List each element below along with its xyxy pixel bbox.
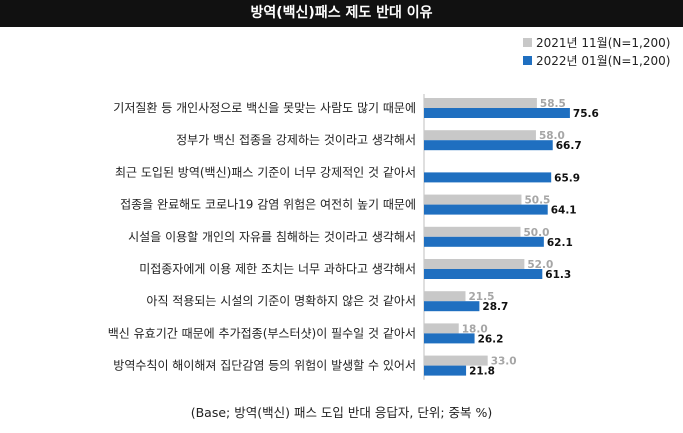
bar-2022-01	[424, 108, 570, 118]
value-label-2022-01: 28.7	[482, 301, 508, 313]
bar-2022-01	[424, 140, 553, 151]
value-label-2021-11: 50.5	[524, 195, 550, 207]
bar-2021-11	[424, 226, 521, 237]
value-label-2022-01: 21.8	[469, 366, 495, 378]
footnote: (Base; 방역(백신) 패스 도입 반대 응답자, 단위; 중복 %)	[190, 405, 493, 420]
bar-2022-01	[424, 269, 543, 279]
category-label: 기저질환 등 개인사정으로 백신을 못맞는 사람도 많기 때문에	[113, 101, 416, 115]
bar-2021-11	[424, 98, 537, 108]
value-label-2021-11: 58.0	[539, 130, 565, 142]
value-label-2022-01: 65.9	[554, 172, 580, 184]
bar-2022-01	[424, 236, 544, 247]
bar-2022-01	[424, 301, 480, 312]
value-label-2022-01: 75.6	[573, 108, 599, 120]
title-bar	[0, 0, 683, 27]
value-label-2022-01: 64.1	[551, 205, 577, 217]
category-label: 최근 도입된 방역(백신)패스 기준이 너무 강제적인 것 같아서	[115, 165, 416, 179]
bar-2021-11	[424, 130, 536, 141]
category-label: 백신 유효기간 때문에 추가접종(부스터샷)이 필수일 것 같아서	[108, 326, 416, 340]
category-label: 미접종자에게 이용 제한 조치는 너무 과하다고 생각해서	[139, 262, 416, 276]
bar-2021-11	[424, 355, 488, 366]
category-label: 방역수칙이 해이해져 집단감염 등의 위험이 발생할 수 있어서	[113, 359, 416, 373]
value-label-2021-11: 18.0	[462, 323, 488, 335]
bar-2022-01	[424, 172, 552, 183]
bar-2022-01	[424, 365, 467, 376]
legend-item-2022-01: 2022년 01월(N=1,200)	[523, 51, 670, 69]
bar-2021-11	[424, 323, 459, 334]
bar-2021-11	[424, 291, 466, 302]
value-label-2022-01: 61.3	[545, 269, 571, 281]
bar-2021-11	[424, 194, 522, 205]
bar-2022-01	[424, 333, 475, 344]
value-label-2021-11: 52.0	[527, 259, 553, 271]
legend-swatch-2021-11	[523, 37, 532, 47]
value-label-2022-01: 66.7	[556, 140, 582, 152]
value-label-2021-11: 50.0	[524, 227, 550, 239]
legend-label-2022-01: 2022년 01월(N=1,200)	[536, 53, 671, 68]
legend-swatch-2022-01	[523, 55, 532, 65]
bar-2021-11	[424, 259, 525, 269]
bar-2022-01	[424, 204, 548, 215]
category-label: 시설을 이용할 개인의 자유를 침해하는 것이라고 생각해서	[128, 230, 416, 244]
category-label: 정부가 백신 접종을 강제하는 것이라고 생각해서	[176, 133, 416, 147]
value-label-2021-11: 58.5	[540, 98, 566, 110]
value-label-2022-01: 62.1	[547, 237, 573, 249]
value-label-2021-11: 33.0	[491, 356, 517, 368]
value-label-2021-11: 21.5	[468, 291, 494, 303]
category-label: 아직 적용되는 시설의 기준이 명확하지 않은 것 같아서	[146, 294, 416, 308]
category-label: 접종을 완료해도 코로나19 감염 위험은 여전히 높기 때문에	[120, 198, 416, 212]
legend-label-2021-11: 2021년 11월(N=1,200)	[536, 35, 671, 50]
chart-title: 방역(백신)패스 제도 반대 이유	[250, 5, 433, 21]
legend-item-2021-11: 2021년 11월(N=1,200)	[523, 33, 670, 51]
value-label-2022-01: 26.2	[478, 333, 504, 345]
